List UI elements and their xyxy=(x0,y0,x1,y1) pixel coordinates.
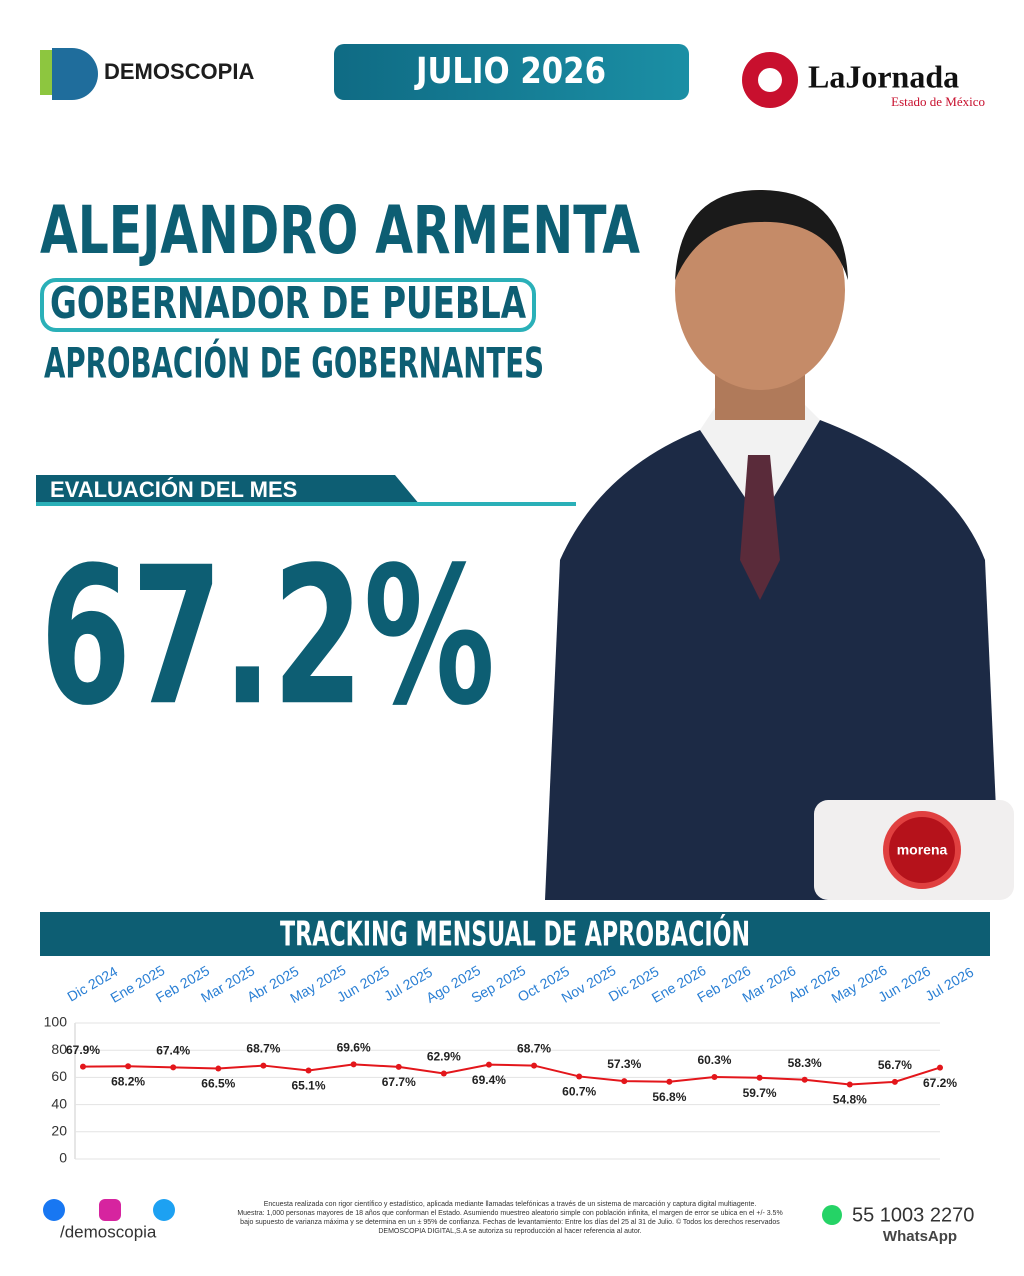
value-label: 68.7% xyxy=(517,1042,551,1056)
chart-title: TRACKING MENSUAL DE APROBACIÓN xyxy=(280,914,750,955)
logo: DEMOSCOPIA xyxy=(40,48,254,100)
party: morena xyxy=(897,842,948,858)
y-tick-label: 0 xyxy=(59,1150,67,1166)
point xyxy=(801,1076,808,1083)
eval-label: EVALUACIÓN DEL MES xyxy=(50,477,297,502)
disclaimer-line: Encuesta realizada con rigor científico … xyxy=(264,1201,757,1208)
eval-rule xyxy=(36,502,576,506)
y-tick-label: 100 xyxy=(44,1014,68,1030)
point xyxy=(621,1078,628,1085)
point xyxy=(666,1078,673,1085)
portrait xyxy=(545,190,1000,900)
disclaimer-line: Muestra: 1,000 personas mayores de 18 añ… xyxy=(237,1210,782,1217)
point xyxy=(215,1065,222,1072)
y-tick-label: 80 xyxy=(51,1041,67,1057)
point xyxy=(80,1063,86,1070)
date: JULIO 2026 xyxy=(414,51,606,92)
value-label: 62.9% xyxy=(427,1050,461,1064)
disclaimer: Encuesta realizada con rigor científico … xyxy=(237,1201,782,1235)
point xyxy=(711,1073,718,1080)
series-line xyxy=(82,1063,941,1086)
point xyxy=(531,1062,538,1069)
value-label: 58.3% xyxy=(788,1056,822,1070)
point xyxy=(846,1081,853,1088)
value-label: 65.1% xyxy=(292,1079,326,1093)
disclaimer-line: bajo supuesto de varianza máxima y se de… xyxy=(240,1218,780,1226)
value-label: 67.7% xyxy=(382,1075,416,1089)
partner-sub: Estado de México xyxy=(891,94,985,109)
value-label: 67.4% xyxy=(156,1044,190,1058)
point xyxy=(756,1074,763,1081)
value-label: 69.4% xyxy=(472,1073,506,1087)
point xyxy=(260,1062,267,1069)
partner-logo-inner xyxy=(758,68,782,92)
disclaimer-line: DEMOSCOPIA DIGITAL,S.A se autoriza su re… xyxy=(378,1228,641,1235)
twitter-icon xyxy=(153,1199,175,1221)
eval-value: 67.2% xyxy=(40,526,495,747)
handle: /demoscopia xyxy=(60,1222,157,1241)
value-label: 56.8% xyxy=(652,1090,686,1104)
facebook-icon xyxy=(43,1199,65,1221)
partner: LaJornada xyxy=(808,58,959,94)
phone-label: WhatsApp xyxy=(883,1228,957,1245)
topic: APROBACIÓN DE GOBERNANTES xyxy=(44,338,544,388)
point xyxy=(891,1078,898,1085)
value-label: 54.8% xyxy=(833,1093,867,1107)
value-label: 67.9% xyxy=(66,1043,100,1057)
point xyxy=(576,1073,583,1080)
value-label: 59.7% xyxy=(743,1086,777,1100)
point xyxy=(395,1063,402,1070)
brand: DEMOSCOPIA xyxy=(104,59,254,84)
y-tick-label: 20 xyxy=(51,1123,67,1139)
role: GOBERNADOR DE PUEBLA xyxy=(50,278,526,329)
y-tick-label: 40 xyxy=(51,1095,67,1111)
chart-banner xyxy=(40,912,990,956)
value-label: 67.2% xyxy=(923,1076,957,1090)
value-label: 60.7% xyxy=(562,1085,596,1099)
name: ALEJANDRO ARMENTA xyxy=(40,192,640,269)
value-label: 56.7% xyxy=(878,1058,912,1072)
instagram-icon xyxy=(99,1199,121,1221)
value-label: 68.7% xyxy=(246,1042,280,1056)
value-label: 66.5% xyxy=(201,1077,235,1091)
value-label: 57.3% xyxy=(607,1057,641,1071)
y-tick-label: 60 xyxy=(51,1068,67,1084)
whatsapp-icon xyxy=(822,1205,842,1225)
eval-banner xyxy=(36,475,420,505)
point xyxy=(440,1070,447,1077)
date-badge xyxy=(334,44,689,100)
point xyxy=(485,1061,492,1068)
party-logo xyxy=(883,811,961,889)
role-frame xyxy=(40,278,536,332)
point xyxy=(305,1067,312,1074)
point xyxy=(170,1064,177,1071)
point xyxy=(125,1063,132,1070)
phone: 55 1003 2270 xyxy=(852,1204,974,1226)
point xyxy=(350,1061,357,1068)
value-label: 68.2% xyxy=(111,1074,145,1088)
value-label: 60.3% xyxy=(697,1053,731,1067)
point xyxy=(937,1064,943,1071)
value-label: 69.6% xyxy=(337,1041,371,1055)
